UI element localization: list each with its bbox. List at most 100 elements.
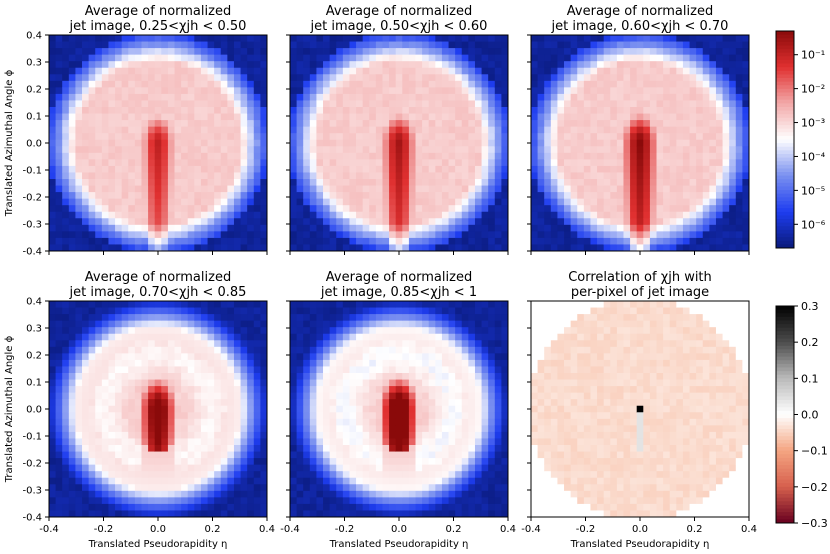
heatmap-cell	[537, 198, 545, 206]
heatmap-cell	[623, 224, 631, 232]
heatmap-cell	[537, 139, 545, 147]
heatmap-cell	[369, 205, 377, 213]
heatmap-cell	[369, 87, 377, 95]
heatmap-cell	[214, 198, 222, 206]
heatmap-cell	[382, 471, 390, 479]
heatmap-cell	[649, 93, 657, 101]
heatmap-cell	[494, 218, 502, 226]
heatmap-cell	[669, 192, 677, 200]
heatmap-cell	[187, 327, 195, 335]
heatmap-cell	[441, 146, 449, 154]
heatmap-cell	[369, 353, 377, 361]
heatmap-cell	[121, 107, 129, 114]
heatmap-cell	[154, 471, 162, 479]
heatmap-cell	[481, 198, 489, 206]
heatmap-cell	[336, 133, 344, 141]
heatmap-cell	[531, 179, 539, 186]
heatmap-cell	[722, 48, 730, 56]
heatmap-cell	[161, 41, 169, 49]
heatmap-cell	[115, 503, 123, 511]
heatmap-cell	[62, 205, 70, 213]
heatmap-cell	[362, 418, 370, 426]
heatmap-cell	[415, 120, 423, 128]
heatmap-cell	[329, 146, 337, 154]
heatmap-cell	[260, 218, 268, 226]
heatmap-cell	[481, 120, 489, 128]
heatmap-cell	[55, 198, 63, 206]
heatmap-cell	[448, 165, 456, 173]
heatmap-cell	[682, 133, 690, 141]
heatmap-cell	[643, 152, 651, 160]
heatmap-cell	[441, 54, 449, 62]
heatmap-cell	[474, 87, 482, 95]
heatmap-cell	[296, 373, 304, 380]
heatmap-cell	[369, 165, 377, 173]
heatmap-cell	[75, 484, 83, 492]
heatmap-cell	[134, 471, 142, 479]
heatmap-cell	[49, 211, 57, 219]
heatmap-cell	[148, 497, 156, 505]
heatmap-cell	[623, 80, 631, 88]
heatmap-cell	[395, 87, 403, 95]
heatmap-cell	[200, 179, 208, 186]
heatmap-cell	[356, 399, 364, 407]
heatmap-cell	[342, 74, 350, 82]
heatmap-cell	[108, 379, 116, 387]
heatmap-cell	[128, 464, 136, 472]
heatmap-cell	[616, 126, 624, 134]
heatmap-cell	[227, 490, 235, 498]
heatmap-cell	[167, 346, 175, 354]
heatmap-cell	[240, 431, 248, 439]
heatmap-cell	[290, 379, 298, 387]
heatmap-cell	[577, 133, 585, 141]
heatmap-cell	[557, 74, 565, 82]
heatmap-cell	[134, 100, 142, 108]
heatmap-cell	[715, 87, 723, 95]
heatmap-cell	[630, 237, 638, 245]
heatmap-cell	[336, 497, 344, 505]
heatmap-cell	[49, 139, 57, 147]
heatmap-cell	[583, 185, 591, 193]
heatmap-cell	[181, 451, 189, 459]
heatmap-cell	[669, 172, 677, 180]
heatmap-cell	[49, 458, 57, 466]
heatmap-cell	[715, 74, 723, 82]
heatmap-cell	[128, 146, 136, 154]
heatmap-cell	[200, 412, 208, 420]
heatmap-cell	[329, 237, 337, 245]
heatmap-cell	[75, 80, 83, 88]
heatmap-cell	[316, 41, 324, 49]
heatmap-cell	[474, 41, 482, 49]
heatmap-cell	[220, 159, 228, 167]
heatmap-cell	[696, 74, 704, 82]
heatmap-cell	[128, 172, 136, 180]
heatmap-cell	[115, 484, 123, 492]
heatmap-cell	[570, 185, 578, 193]
heatmap-cell	[323, 61, 331, 69]
heatmap-cell	[207, 477, 215, 485]
heatmap-cell	[428, 133, 436, 141]
heatmap-cell	[253, 198, 261, 206]
heatmap-cell	[260, 353, 268, 361]
heatmap-cell	[550, 107, 558, 114]
heatmap-cell	[709, 211, 717, 219]
heatmap-cell	[296, 237, 304, 245]
heatmap-cell	[260, 510, 268, 518]
heatmap-cell	[715, 35, 723, 42]
heatmap-cell	[161, 165, 169, 173]
heatmap-cell	[382, 477, 390, 485]
heatmap-cell	[187, 126, 195, 134]
heatmap-cell	[194, 359, 202, 367]
heatmap-cell	[389, 54, 397, 62]
heatmap-cell	[88, 165, 96, 173]
heatmap-cell	[187, 510, 195, 518]
heatmap-cell	[62, 301, 70, 308]
heatmap-cell	[342, 392, 350, 400]
heatmap-cell	[233, 340, 241, 348]
heatmap-cell	[382, 244, 390, 252]
heatmap-cell	[174, 477, 182, 485]
heatmap-cell	[362, 198, 370, 206]
heatmap-cell	[448, 152, 456, 160]
heatmap-cell	[82, 386, 90, 394]
heatmap-cell	[537, 54, 545, 62]
